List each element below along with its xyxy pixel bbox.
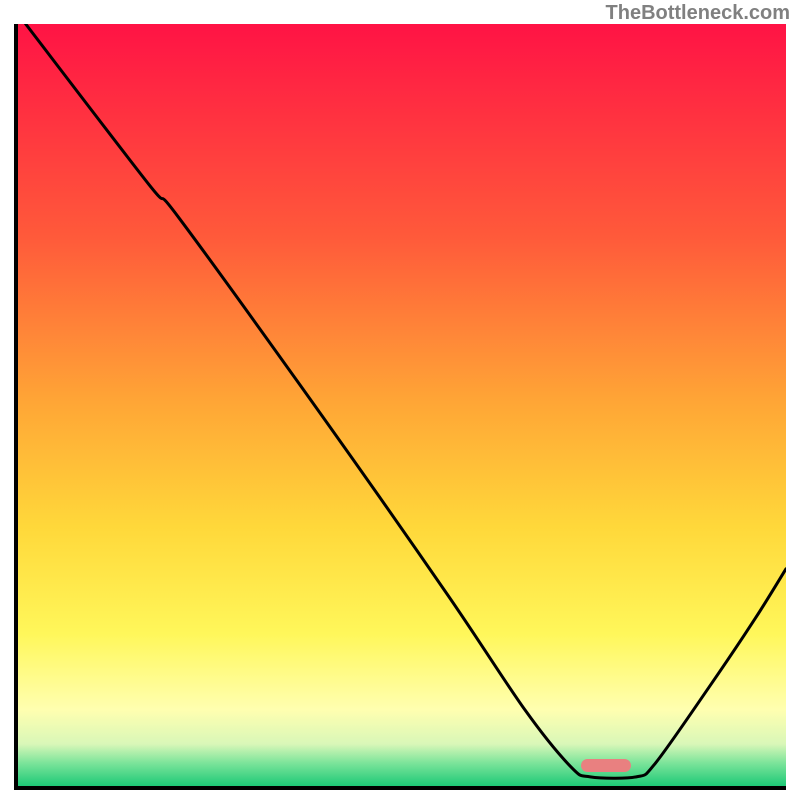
watermark-text: TheBottleneck.com — [606, 2, 790, 25]
chart-container: TheBottleneck.com — [0, 0, 800, 800]
axis-frame — [14, 24, 786, 790]
